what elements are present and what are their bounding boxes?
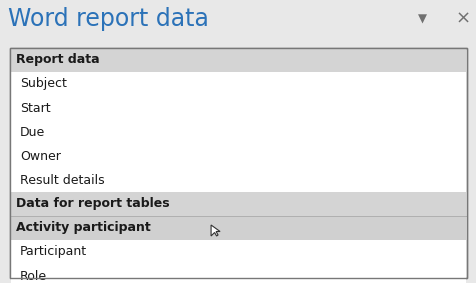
Bar — [11, 96, 465, 120]
Bar — [11, 264, 465, 283]
Bar — [11, 144, 465, 168]
Text: ×: × — [455, 10, 470, 28]
Text: Participant: Participant — [20, 245, 87, 258]
Bar — [11, 216, 465, 240]
Bar — [10, 48, 466, 278]
Bar — [11, 120, 465, 144]
Bar — [11, 48, 465, 72]
Bar — [0, 0, 476, 48]
Text: Due: Due — [20, 125, 45, 138]
Text: Activity participant: Activity participant — [16, 222, 150, 235]
Text: Subject: Subject — [20, 78, 67, 91]
Text: Word report data: Word report data — [8, 7, 208, 31]
Bar — [11, 240, 465, 264]
Text: Data for report tables: Data for report tables — [16, 198, 169, 211]
Text: Role: Role — [20, 269, 47, 282]
Polygon shape — [211, 225, 219, 236]
Bar — [11, 72, 465, 96]
Bar — [11, 168, 465, 192]
Text: Start: Start — [20, 102, 50, 115]
Bar — [10, 48, 466, 278]
Text: ▼: ▼ — [416, 12, 426, 25]
Text: Report data: Report data — [16, 53, 99, 67]
Bar — [11, 192, 465, 216]
Text: Result details: Result details — [20, 173, 104, 186]
Text: Owner: Owner — [20, 149, 61, 162]
